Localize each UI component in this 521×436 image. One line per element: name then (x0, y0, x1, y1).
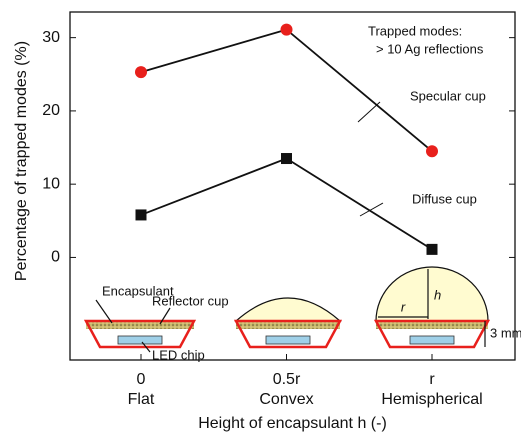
diagram-label: Reflector cup (152, 293, 229, 308)
led-chip (410, 336, 454, 344)
leader-line (358, 102, 380, 122)
diagram-label: r (401, 299, 406, 314)
y-axis-label: Percentage of trapped modes (%) (13, 41, 30, 281)
leader-line (96, 300, 112, 323)
chart: 0 10 20 30 0 Flat 0.5r Convex r Hemispherical Heig… (0, 0, 521, 436)
leader-line (360, 203, 383, 216)
point (281, 24, 293, 36)
diagram-label: h (434, 287, 441, 302)
point (427, 244, 438, 255)
led-chip (118, 336, 162, 344)
dome (236, 298, 340, 321)
point (426, 145, 438, 157)
point (136, 209, 147, 220)
series-line (141, 159, 432, 250)
y-tick-label: 30 (42, 29, 60, 46)
note: Trapped modes: (368, 23, 462, 38)
diagram-label: LED chip (152, 347, 205, 362)
x-category-name: Hemispherical (381, 391, 482, 408)
x-tick-label: 0.5r (273, 371, 301, 388)
x-tick-label: 0 (137, 371, 146, 388)
x-tick-label: r (429, 371, 435, 388)
led-chip (266, 336, 310, 344)
diagrams (86, 267, 488, 352)
series-label: Diffuse cup (412, 191, 477, 206)
point (281, 153, 292, 164)
x-axis-label: Height of encapsulant h (-) (198, 415, 387, 432)
x-category-name: Convex (259, 391, 313, 408)
dome (376, 267, 488, 321)
y-tick-label: 10 (42, 175, 60, 192)
point (135, 66, 147, 78)
note: > 10 Ag reflections (376, 41, 484, 56)
x-category-name: Flat (128, 391, 155, 408)
y-tick-label: 20 (42, 102, 60, 119)
y-tick-label: 0 (51, 249, 60, 266)
diagram-label: 3 mm (490, 325, 521, 340)
series-label: Specular cup (410, 88, 486, 103)
